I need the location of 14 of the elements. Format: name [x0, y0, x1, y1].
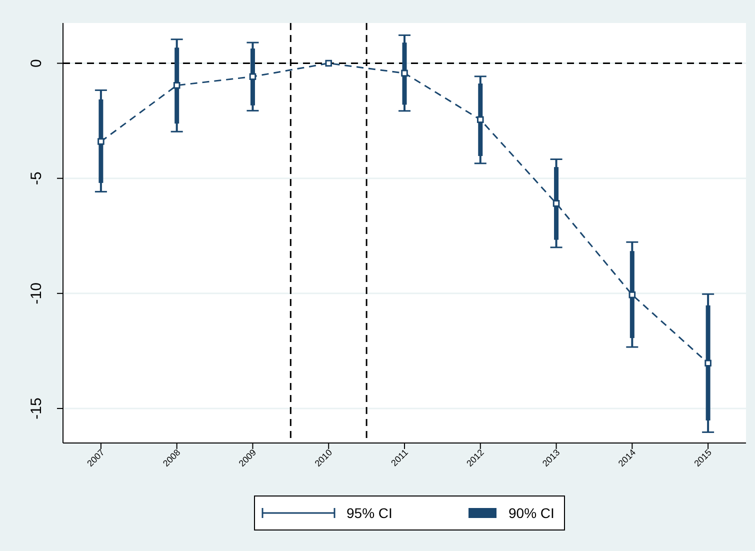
- point: [401, 70, 408, 77]
- legend-label: 95% CI: [346, 505, 392, 521]
- y-tick-label: -15: [28, 398, 45, 420]
- point: [628, 291, 636, 298]
- legend-label: 90% CI: [508, 505, 554, 521]
- point: [325, 60, 332, 67]
- point: [173, 82, 180, 89]
- point: [249, 73, 256, 80]
- y-tick-label: -5: [28, 172, 45, 186]
- point: [552, 200, 560, 207]
- point: [476, 116, 484, 124]
- point: [98, 138, 104, 145]
- y-tick-label: 0: [28, 59, 45, 68]
- y-tick-label: -10: [28, 282, 45, 304]
